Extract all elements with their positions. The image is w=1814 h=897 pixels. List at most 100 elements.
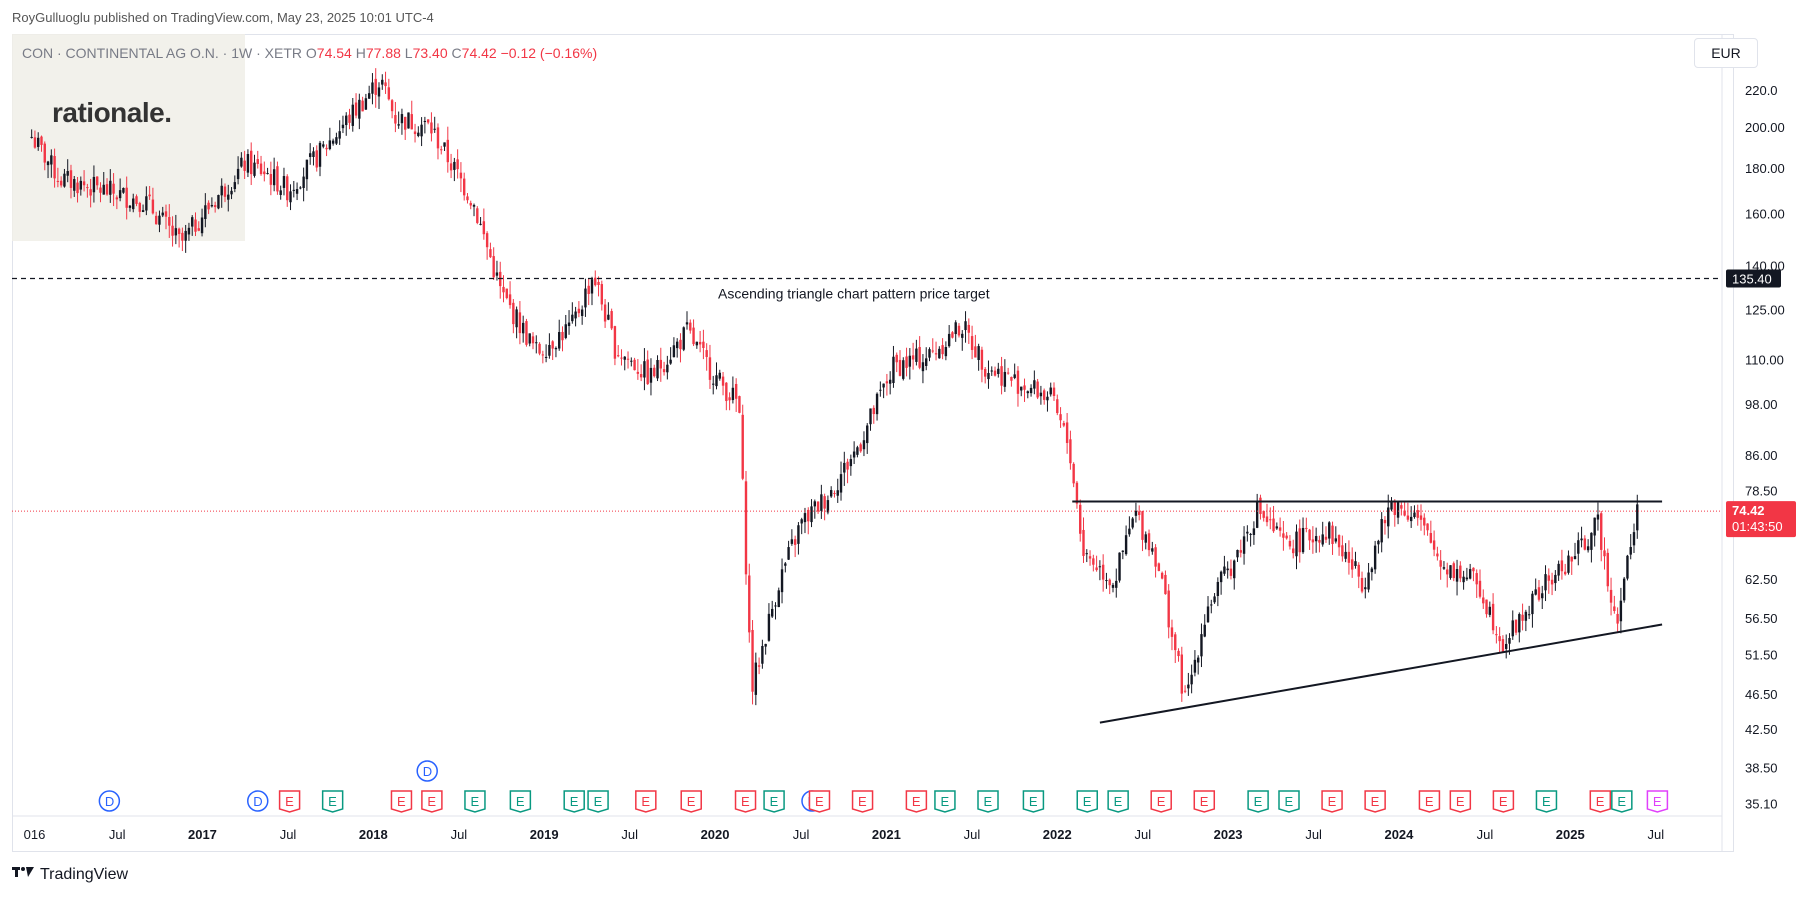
candle-body bbox=[1354, 561, 1357, 566]
earnings-marker-icon bbox=[1611, 790, 1633, 813]
candle-body bbox=[587, 285, 590, 295]
candle-body bbox=[302, 176, 305, 189]
candle-body bbox=[213, 205, 217, 208]
candle-body bbox=[289, 191, 292, 203]
close-label: C bbox=[451, 45, 462, 61]
dividend-marker-label: D bbox=[423, 764, 432, 779]
close-value: 74.42 bbox=[461, 45, 497, 61]
candle-body bbox=[1544, 574, 1547, 591]
currency-button[interactable]: EUR bbox=[1694, 38, 1758, 68]
candle-body bbox=[1292, 548, 1295, 554]
candle-body bbox=[531, 336, 535, 344]
candle-body bbox=[613, 326, 617, 359]
candle-body bbox=[1029, 387, 1033, 394]
candle-body bbox=[757, 665, 761, 667]
candle-body bbox=[40, 136, 43, 145]
earnings-marker-icon bbox=[1492, 790, 1515, 813]
candle-body bbox=[856, 447, 859, 455]
candle-body bbox=[141, 210, 145, 213]
candle-body bbox=[1488, 606, 1492, 615]
tradingview-footer[interactable]: TradingView bbox=[12, 865, 128, 884]
candle-body bbox=[643, 361, 646, 378]
candle-body bbox=[1124, 535, 1128, 555]
candle-body bbox=[928, 349, 931, 358]
candle-body bbox=[1429, 533, 1433, 543]
candle-body bbox=[331, 140, 335, 144]
candle-body bbox=[1364, 587, 1367, 590]
candle-body bbox=[1560, 560, 1564, 572]
earnings-marker-label: E bbox=[1371, 794, 1380, 809]
candle-body bbox=[797, 525, 800, 544]
candle-body bbox=[816, 501, 820, 512]
y-tick-label: 160.00 bbox=[1745, 207, 1785, 222]
candle-body bbox=[292, 189, 296, 191]
candle-body bbox=[610, 311, 613, 329]
candle-body bbox=[1059, 414, 1062, 421]
candle-body bbox=[1626, 555, 1629, 579]
candle-body bbox=[1128, 528, 1131, 535]
candle-body bbox=[1524, 611, 1528, 621]
earnings-marker-icon bbox=[1321, 790, 1343, 813]
candle-body bbox=[836, 490, 839, 496]
candle-body bbox=[381, 79, 384, 85]
candle-body bbox=[371, 82, 374, 94]
candle-body bbox=[1075, 482, 1079, 504]
candle-body bbox=[1151, 548, 1154, 552]
candle-body bbox=[1567, 555, 1570, 573]
candle-body bbox=[712, 383, 715, 385]
earnings-marker-label: E bbox=[1029, 794, 1038, 809]
candle-body bbox=[1183, 690, 1187, 692]
candle-body bbox=[138, 202, 141, 212]
candle-body bbox=[1233, 560, 1236, 579]
candle-body bbox=[846, 461, 849, 470]
symbol-label[interactable]: CON · CONTINENTAL AG O.N. · 1W · XETR bbox=[22, 45, 303, 61]
candle-body bbox=[1056, 399, 1059, 414]
candle-body bbox=[1226, 568, 1229, 571]
earnings-marker-label: E bbox=[1114, 794, 1123, 809]
candle-body bbox=[885, 381, 889, 384]
tradingview-logo-icon bbox=[12, 865, 34, 884]
candle-body bbox=[187, 227, 191, 235]
low-label: L bbox=[404, 45, 413, 61]
candle-body bbox=[1170, 627, 1174, 637]
candle-body bbox=[1229, 568, 1233, 576]
candle-body bbox=[1606, 552, 1609, 587]
candle-body bbox=[852, 451, 856, 458]
candle-body bbox=[1409, 516, 1413, 522]
earnings-marker-label: E bbox=[285, 794, 294, 809]
candle-body bbox=[1491, 603, 1495, 631]
candle-body bbox=[449, 163, 453, 171]
candle-body bbox=[964, 321, 967, 331]
candle-body bbox=[423, 120, 427, 122]
candle-body bbox=[1573, 556, 1577, 560]
candle-body bbox=[82, 181, 86, 186]
candle-body bbox=[1000, 366, 1003, 386]
candle-body bbox=[1423, 517, 1426, 526]
earnings-marker-icon bbox=[1150, 790, 1172, 813]
candle-body bbox=[105, 184, 109, 195]
candle-body bbox=[535, 342, 538, 344]
candle-body bbox=[879, 389, 882, 391]
candle-body bbox=[1265, 516, 1269, 523]
candle-body bbox=[168, 217, 171, 226]
candle-body bbox=[738, 396, 741, 413]
candle-body bbox=[276, 166, 279, 192]
chart-frame bbox=[12, 34, 1734, 852]
y-tick-label: 78.50 bbox=[1745, 483, 1778, 498]
candle-body bbox=[1557, 563, 1560, 576]
candle-body bbox=[1242, 536, 1246, 554]
candle-body bbox=[1416, 510, 1419, 518]
candle-body bbox=[1609, 589, 1613, 603]
candle-body bbox=[1088, 556, 1092, 559]
target-price-label: 135.40 bbox=[1732, 272, 1772, 287]
candle-body bbox=[1554, 574, 1557, 584]
x-tick-label: 2024 bbox=[1384, 827, 1414, 842]
candle-body bbox=[882, 383, 885, 388]
candle-body bbox=[1101, 564, 1105, 580]
candle-body bbox=[669, 359, 672, 364]
y-tick-label: 220.0 bbox=[1745, 83, 1778, 98]
candle-body bbox=[495, 272, 499, 276]
candle-body bbox=[308, 153, 312, 157]
earnings-marker-label: E bbox=[1456, 794, 1465, 809]
